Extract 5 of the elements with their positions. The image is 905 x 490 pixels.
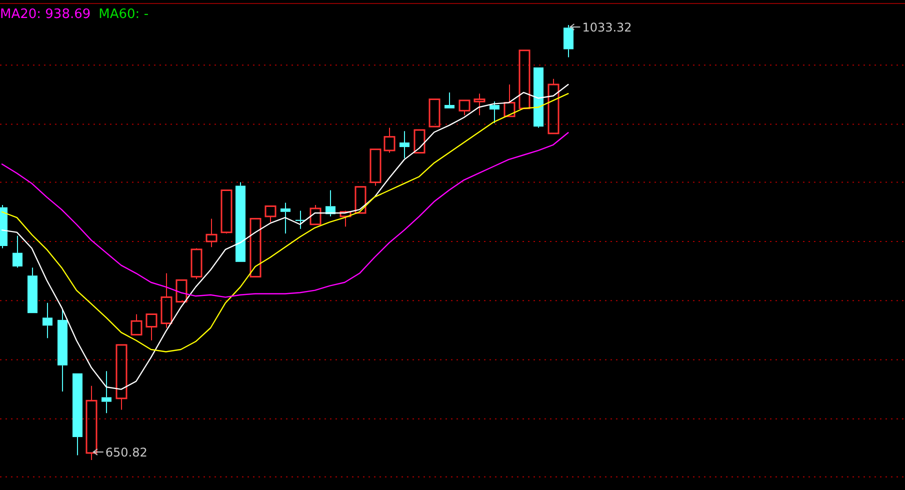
annotation: 650.82 xyxy=(105,446,148,460)
text: 1033.32 xyxy=(582,20,632,34)
legend-label: MA60: - xyxy=(98,7,149,22)
candlestick xyxy=(86,385,98,460)
text: MA20: 938.69 xyxy=(0,7,91,22)
